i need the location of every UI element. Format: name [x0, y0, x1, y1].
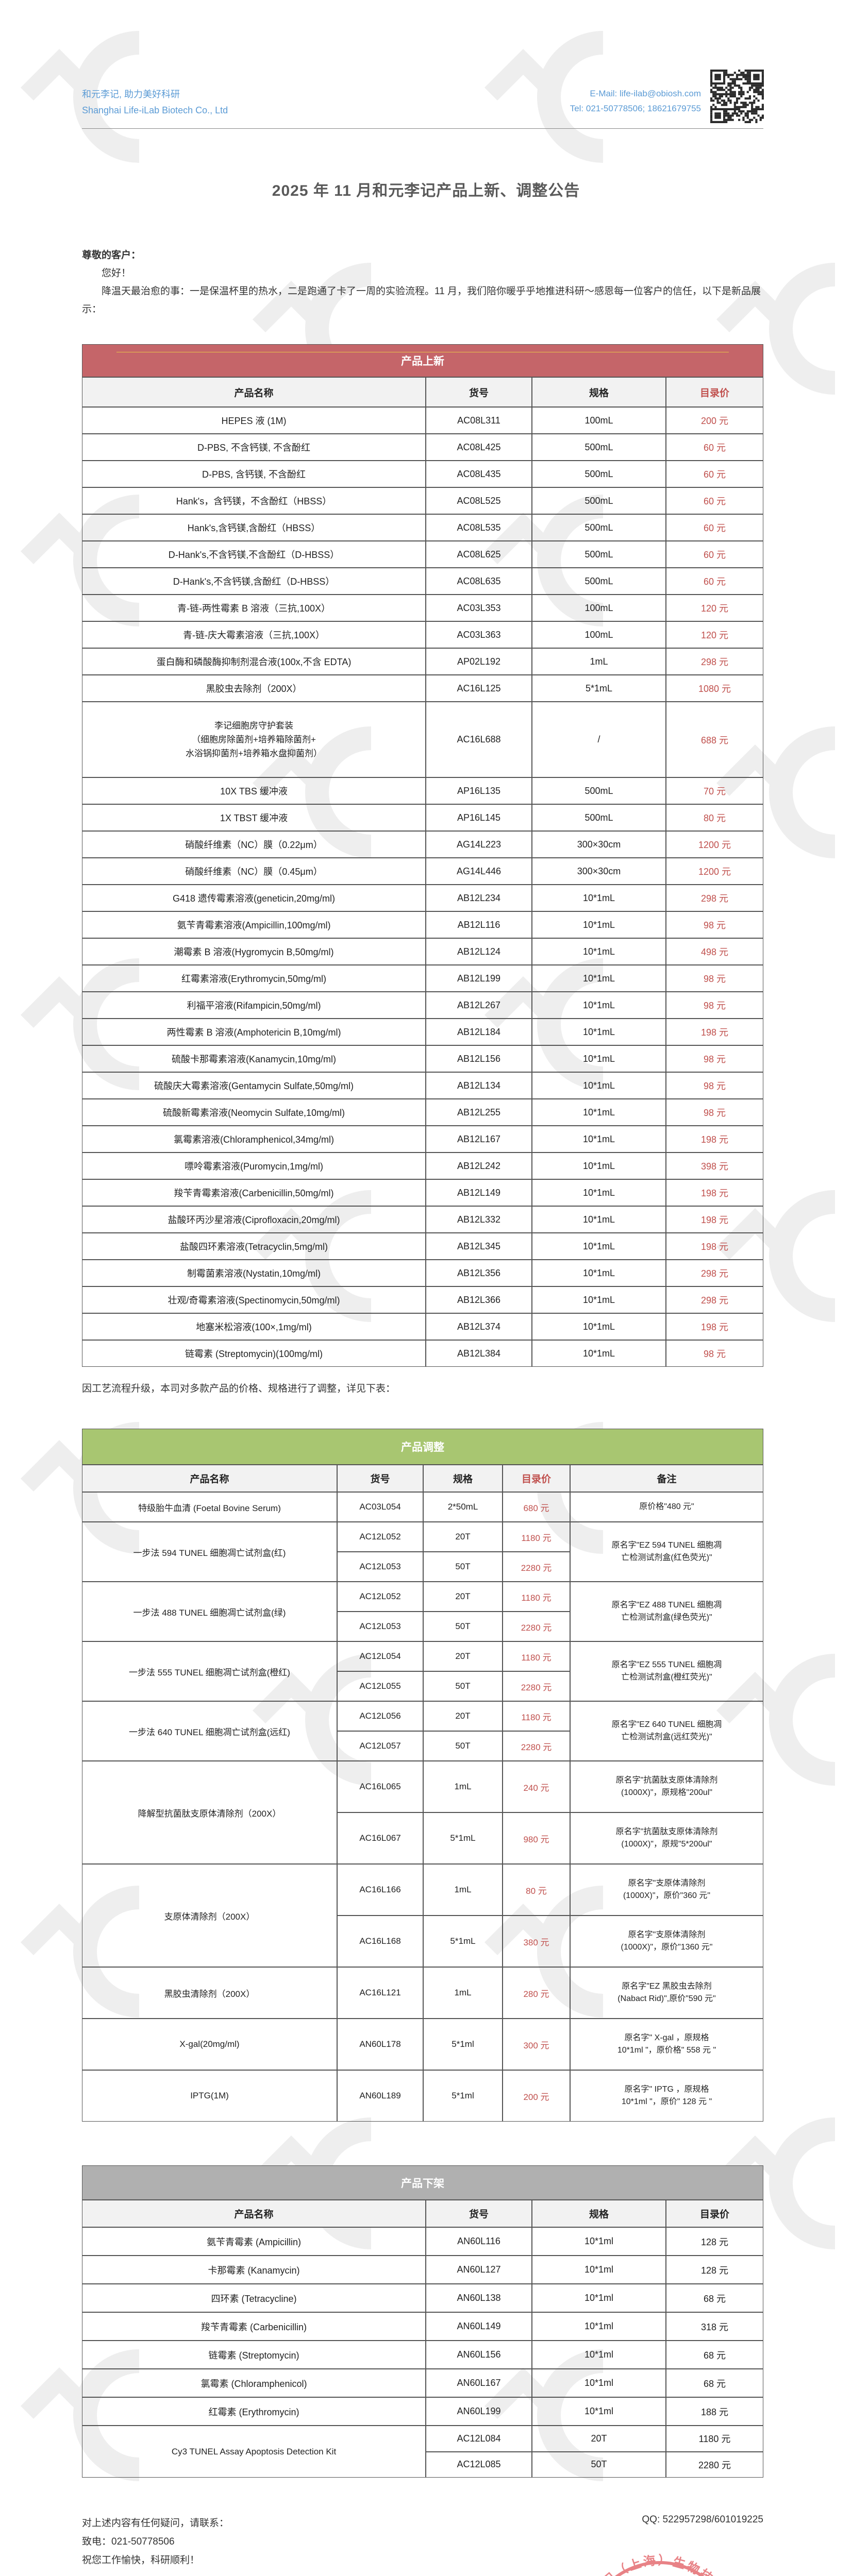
svg-text:和元李记（上海）生物技术: 和元李记（上海）生物技术 [577, 2553, 727, 2576]
